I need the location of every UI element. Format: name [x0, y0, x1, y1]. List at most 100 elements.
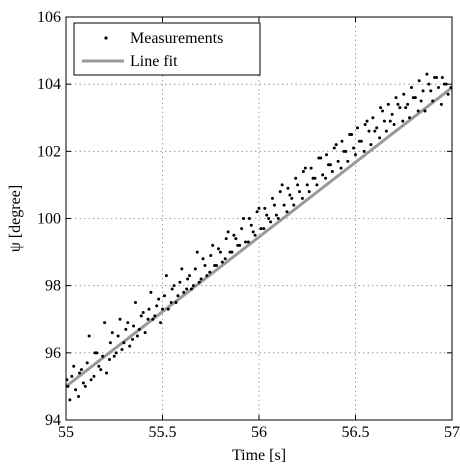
measurement-point — [131, 337, 135, 341]
measurement-point — [269, 220, 273, 224]
measurement-point — [409, 86, 413, 90]
measurement-point — [68, 398, 72, 402]
measurement-point — [272, 203, 276, 207]
measurement-point — [290, 196, 294, 200]
measurement-point — [301, 169, 305, 173]
measurement-point — [209, 253, 213, 257]
measurement-point — [294, 176, 298, 180]
measurement-point — [433, 75, 437, 79]
measurement-point — [164, 274, 168, 278]
measurement-point — [188, 274, 192, 278]
measurement-point — [105, 371, 109, 375]
measurement-point — [369, 143, 373, 147]
measurement-point — [77, 394, 81, 398]
measurement-point — [371, 116, 375, 120]
measurement-point — [201, 257, 205, 261]
measurement-point — [133, 300, 137, 304]
measurement-point — [332, 146, 336, 150]
measurement-point — [216, 247, 220, 251]
measurement-point — [402, 92, 406, 96]
measurement-point — [375, 126, 379, 130]
measurement-point — [427, 82, 431, 86]
measurement-point — [234, 237, 238, 241]
measurement-point — [379, 106, 383, 110]
measurement-point — [159, 321, 163, 325]
measurement-point — [262, 227, 266, 231]
measurement-point — [182, 290, 186, 294]
measurement-point — [211, 243, 215, 247]
measurement-point — [416, 109, 420, 113]
measurement-point — [66, 384, 70, 388]
measurement-point — [224, 237, 228, 241]
legend: Measurements Line fit — [73, 22, 261, 76]
measurement-point — [70, 374, 74, 378]
measurement-point — [191, 284, 195, 288]
measurement-point — [425, 72, 429, 76]
measurement-point — [135, 334, 139, 338]
measurement-point — [274, 213, 278, 217]
measurement-point — [313, 176, 317, 180]
measurement-point — [139, 314, 143, 318]
measurement-point — [253, 233, 257, 237]
measurement-point — [392, 122, 396, 126]
measurement-point — [79, 368, 83, 372]
measurement-point — [381, 109, 385, 113]
measurement-point — [246, 240, 250, 244]
measurement-point — [401, 119, 405, 123]
measurement-point — [178, 280, 182, 284]
measurement-point — [271, 196, 275, 200]
measurement-point — [143, 331, 147, 335]
x-tick-label: 55.5 — [149, 424, 177, 441]
measurement-point — [305, 183, 309, 187]
measurement-point — [128, 344, 132, 348]
measurement-point — [108, 341, 112, 345]
measurement-point — [388, 119, 392, 123]
measurement-point — [336, 159, 340, 163]
measurement-point — [280, 183, 284, 187]
measurement-point — [339, 166, 343, 170]
measurement-point — [172, 284, 176, 288]
measurement-point — [243, 240, 247, 244]
x-tick-label: 57 — [444, 424, 460, 441]
measurement-point — [186, 277, 190, 281]
measurement-point — [394, 96, 398, 100]
measurement-point — [359, 139, 363, 143]
measurement-point — [193, 267, 197, 271]
measurement-point — [404, 106, 408, 110]
legend-label-line-fit: Line fit — [130, 53, 178, 70]
measurement-point — [265, 213, 269, 217]
line-fit — [65, 86, 453, 388]
tick-labels: 55 55.5 56 56.5 57 94 96 98 100 102 104 106 — [37, 9, 460, 441]
measurements-series — [65, 72, 453, 402]
measurement-point — [384, 129, 388, 133]
measurement-point — [185, 287, 189, 291]
measurement-point — [386, 102, 390, 106]
measurement-point — [417, 79, 421, 83]
measurement-point — [373, 129, 377, 133]
y-tick-label: 102 — [37, 143, 61, 160]
measurement-point — [288, 193, 292, 197]
y-tick-label: 104 — [37, 76, 61, 93]
measurement-point — [81, 381, 85, 385]
legend-marker-measurements — [104, 36, 108, 40]
measurement-point — [263, 206, 267, 210]
measurement-point — [89, 378, 93, 382]
measurement-point — [236, 243, 240, 247]
measurement-point — [378, 136, 382, 140]
measurement-point — [363, 122, 367, 126]
measurement-point — [296, 183, 300, 187]
measurement-point — [439, 102, 443, 106]
measurement-point — [93, 351, 97, 355]
measurement-point — [249, 223, 253, 227]
measurement-point — [87, 334, 91, 338]
measurement-point — [440, 75, 444, 79]
measurement-point — [174, 300, 178, 304]
measurement-point — [365, 119, 369, 123]
measurement-point — [226, 230, 230, 234]
legend-box — [73, 22, 261, 76]
measurement-point — [99, 368, 103, 372]
measurement-point — [344, 149, 348, 153]
measurement-point — [259, 227, 263, 231]
measurement-point — [232, 233, 236, 237]
measurement-point — [228, 250, 232, 254]
